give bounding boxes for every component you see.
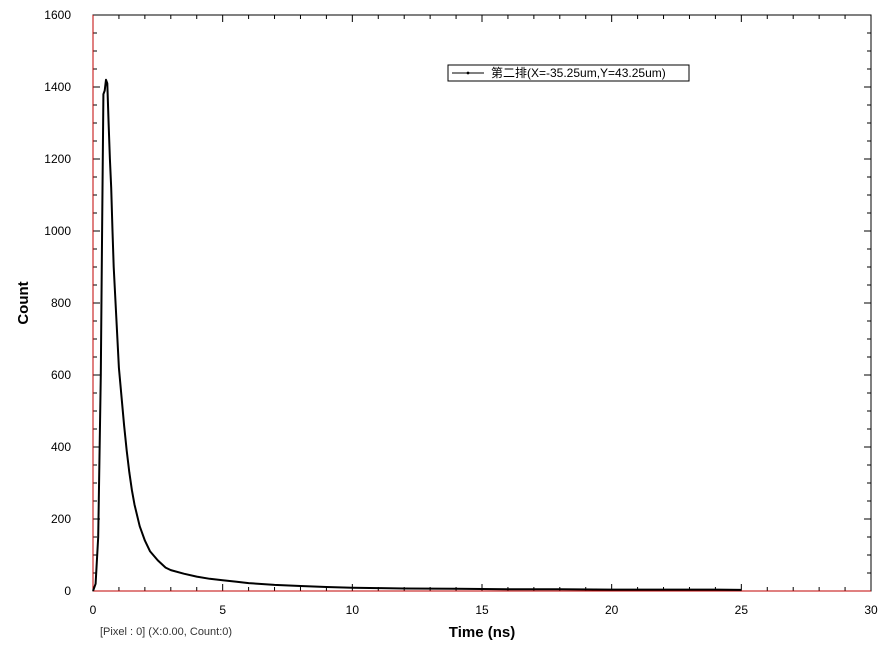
- ticks-group: 0 200 400 600 800 1000 1200 1400 1600 0 5 10 15 20 25 3…: [44, 8, 878, 617]
- legend: 第二排(X=-35.25um,Y=43.25um): [447, 64, 690, 82]
- x-tick-label: 20: [605, 603, 619, 617]
- legend-box: [447, 64, 690, 82]
- x-tick-label: 0: [90, 603, 97, 617]
- legend-entry-series-1: 第二排(X=-35.25um,Y=43.25um): [491, 66, 666, 80]
- axes-group: [92, 15, 871, 592]
- y-tick-label: 600: [51, 368, 71, 382]
- y-tick-label: 400: [51, 440, 71, 454]
- y-tick-label: 0: [64, 584, 71, 598]
- x-axis-title: Time (ns): [449, 624, 515, 641]
- y-tick-label: 1600: [44, 8, 71, 22]
- y-tick-label: 800: [51, 296, 71, 310]
- plot-frame: [92, 14, 872, 592]
- x-tick-label: 10: [346, 603, 360, 617]
- y-axis-title: Count: [15, 281, 32, 324]
- y-tick-label: 200: [51, 512, 71, 526]
- y-tick-label: 1400: [44, 80, 71, 94]
- series-line-1: [92, 78, 742, 592]
- y-tick-label: 1000: [44, 224, 71, 238]
- series-group: [92, 78, 742, 592]
- legend-marker: [466, 71, 470, 75]
- x-tick-label: 30: [864, 603, 878, 617]
- status-readout: [Pixel : 0] (X:0.00, Count:0): [100, 626, 232, 638]
- x-tick-label: 5: [219, 603, 226, 617]
- y-tick-label: 1200: [44, 152, 71, 166]
- x-tick-label: 15: [475, 603, 489, 617]
- x-tick-label: 25: [735, 603, 749, 617]
